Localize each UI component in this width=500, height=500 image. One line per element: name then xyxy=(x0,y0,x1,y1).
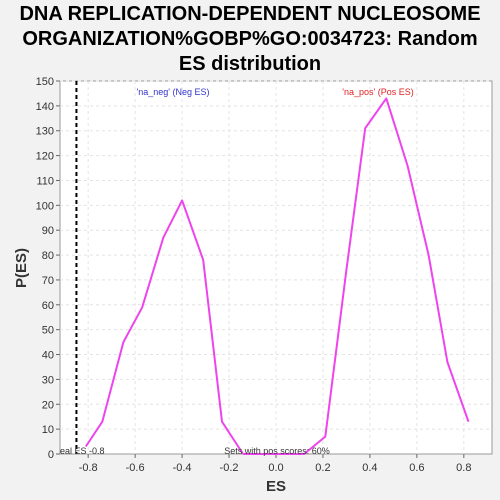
y-tick-label: 90 xyxy=(42,225,54,237)
x-axis-ticks: -0.8 -0.6 -0.4 -0.2 0.0 0.2 0.4 0.6 0.8 xyxy=(79,454,471,474)
legend-neg-label: 'na_neg' (Neg ES) xyxy=(137,87,210,97)
x-tick-label: -0.8 xyxy=(79,462,98,474)
x-tick-label: 0.0 xyxy=(268,462,283,474)
y-tick-label: 120 xyxy=(36,151,54,163)
chart-title-line-3: ES distribution xyxy=(178,53,322,75)
y-tick-label: 150 xyxy=(36,76,54,88)
y-tick-label: 0 xyxy=(48,449,54,461)
y-tick-label: 30 xyxy=(42,374,54,386)
x-tick-label: 0.6 xyxy=(409,462,424,474)
pos-scores-annotation: Sets with pos scores: 60% xyxy=(224,446,330,456)
series-line-0 xyxy=(84,199,244,455)
observed-es-label: eal ES -0.8 xyxy=(60,446,105,456)
x-tick-label: -0.2 xyxy=(220,462,239,474)
y-tick-label: 40 xyxy=(42,350,54,362)
y-tick-label: 50 xyxy=(42,325,54,337)
y-tick-label: 10 xyxy=(42,424,54,436)
x-tick-label: -0.4 xyxy=(173,462,192,474)
y-axis-label: P(ES) xyxy=(13,248,30,288)
y-tick-label: 130 xyxy=(36,126,54,138)
y-tick-label: 70 xyxy=(42,275,54,287)
chart-title: DNA REPLICATION-DEPENDENT NUCLEOSOME ORG… xyxy=(0,2,500,77)
y-tick-label: 140 xyxy=(36,101,54,113)
series-line-1 xyxy=(243,97,470,455)
y-tick-label: 110 xyxy=(36,175,54,187)
x-tick-label: -0.6 xyxy=(126,462,145,474)
y-tick-label: 80 xyxy=(42,250,54,262)
y-tick-label: 60 xyxy=(42,300,54,312)
x-tick-label: 0.2 xyxy=(315,462,330,474)
series-lines xyxy=(84,97,470,455)
x-tick-label: 0.4 xyxy=(362,462,377,474)
y-tick-label: 20 xyxy=(42,399,54,411)
y-axis-ticks: 0 10 20 30 40 50 60 70 80 90 100 110 120 130 140 150 xyxy=(36,76,60,461)
x-tick-label: 0.8 xyxy=(456,462,471,474)
grid xyxy=(60,80,492,454)
y-tick-label: 100 xyxy=(36,200,54,212)
legend-pos-label: 'na_pos' (Pos ES) xyxy=(342,87,413,97)
chart-title-line-2: ORGANIZATION%GOBP%GO:0034723: Random xyxy=(22,28,478,50)
chart-title-line-1: DNA REPLICATION-DEPENDENT NUCLEOSOME xyxy=(19,3,481,25)
x-axis-label: ES xyxy=(266,478,286,495)
